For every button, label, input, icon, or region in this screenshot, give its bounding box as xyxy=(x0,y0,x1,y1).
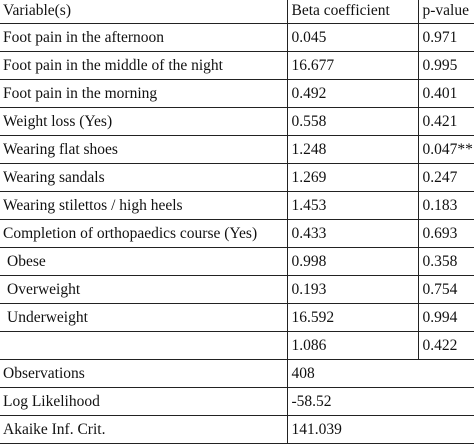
value-cell: 0.433 xyxy=(286,219,418,248)
stat-row: Log Likelihood -58.52 xyxy=(0,387,474,416)
value-cell: 0.558 xyxy=(286,107,418,136)
value-cell: 0.995 xyxy=(417,51,474,80)
value-cell: 0.193 xyxy=(286,275,418,304)
stat-row: Observations 408 xyxy=(0,359,474,388)
value-cell: 16.592 xyxy=(286,303,418,332)
data-row: Completion of orthopaedics course (Yes) 0… xyxy=(0,219,474,248)
variable-cell: Weight loss (Yes) xyxy=(0,107,287,136)
stat-label: Observations xyxy=(0,359,287,388)
stat-value: 141.039 xyxy=(286,415,474,444)
stat-row: Akaike Inf. Crit. 141.039 xyxy=(0,415,474,444)
data-row: Underweight 16.592 0.994 xyxy=(0,303,474,332)
header-cell: Beta coefficient xyxy=(286,0,418,24)
data-row: Wearing sandals 1.269 0.247 xyxy=(0,163,474,192)
value-cell: 16.677 xyxy=(286,51,418,80)
value-cell: 0.492 xyxy=(286,79,418,108)
variable-cell: Foot pain in the middle of the night xyxy=(0,51,287,80)
value-cell: 0.754 xyxy=(417,275,474,304)
header-cell: p-value xyxy=(417,0,474,24)
stat-label: Akaike Inf. Crit. xyxy=(0,415,287,444)
variable-cell: Foot pain in the morning xyxy=(0,79,287,108)
data-row: Foot pain in the middle of the night 16.6… xyxy=(0,51,474,80)
variable-cell xyxy=(0,331,287,360)
variable-cell: Wearing stilettos / high heels xyxy=(0,191,287,220)
variable-cell: Wearing flat shoes xyxy=(0,135,287,164)
stat-label: Log Likelihood xyxy=(0,387,287,416)
data-row: Overweight 0.193 0.754 xyxy=(0,275,474,304)
data-row: 1.086 0.422 xyxy=(0,331,474,360)
value-cell: 1.248 xyxy=(286,135,418,164)
value-cell: 0.401 xyxy=(417,79,474,108)
value-cell: 0.045 xyxy=(286,23,418,52)
variable-cell: Underweight xyxy=(0,303,287,332)
data-row: Wearing stilettos / high heels 1.453 0.183 xyxy=(0,191,474,220)
value-cell: 0.693 xyxy=(417,219,474,248)
data-row: Wearing flat shoes 1.248 0.047** xyxy=(0,135,474,164)
value-cell: 1.086 xyxy=(286,331,418,360)
stat-value: 408 xyxy=(286,359,474,388)
header-cell: Variable(s) xyxy=(0,0,287,24)
data-row: Obese 0.998 0.358 xyxy=(0,247,474,276)
value-cell: 0.047** xyxy=(417,135,474,164)
value-cell: 0.183 xyxy=(417,191,474,220)
data-row: Foot pain in the morning 0.492 0.401 xyxy=(0,79,474,108)
header-row: Variable(s) Beta coefficient p-value xyxy=(0,0,474,24)
value-cell: 0.422 xyxy=(417,331,474,360)
value-cell: 1.453 xyxy=(286,191,418,220)
value-cell: 0.994 xyxy=(417,303,474,332)
variable-cell: Foot pain in the afternoon xyxy=(0,23,287,52)
data-row: Foot pain in the afternoon 0.045 0.971 xyxy=(0,23,474,52)
value-cell: 0.421 xyxy=(417,107,474,136)
variable-cell: Obese xyxy=(0,247,287,276)
variable-cell: Wearing sandals xyxy=(0,163,287,192)
stat-value: -58.52 xyxy=(286,387,474,416)
variable-cell: Completion of orthopaedics course (Yes) xyxy=(0,219,287,248)
value-cell: 0.971 xyxy=(417,23,474,52)
value-cell: 0.358 xyxy=(417,247,474,276)
data-row: Weight loss (Yes) 0.558 0.421 xyxy=(0,107,474,136)
variable-cell: Overweight xyxy=(0,275,287,304)
value-cell: 0.247 xyxy=(417,163,474,192)
value-cell: 0.998 xyxy=(286,247,418,276)
value-cell: 1.269 xyxy=(286,163,418,192)
